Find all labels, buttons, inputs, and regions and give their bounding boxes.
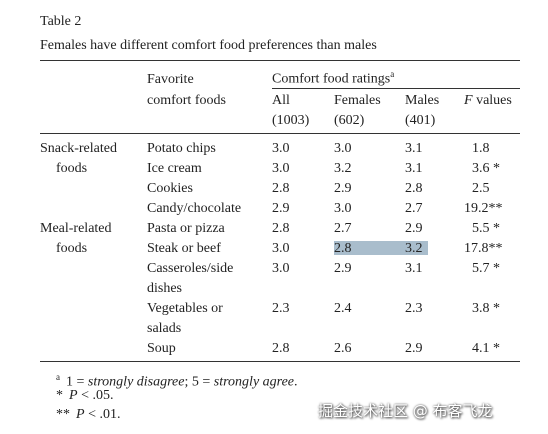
cell: 19.2** [464, 201, 503, 216]
footnote-mark: a [56, 372, 60, 382]
column-header: Comfort food ratingsa [272, 65, 394, 89]
footnote: * P < .05. [56, 387, 113, 405]
footnote-text: ; 5 = [184, 374, 214, 390]
watermark: 掘金技术社区 @ 布客飞龙 [318, 402, 493, 420]
cell: 2.8 [272, 181, 290, 196]
cell: 3.0 [272, 141, 290, 156]
footnote-text: strongly disagree [87, 374, 185, 390]
food-name: Steak or beef [147, 241, 221, 256]
column-header: (1003) [272, 113, 310, 128]
cell: 2.8 [272, 341, 290, 356]
cell: 2.9 [272, 201, 290, 216]
table-title: Table 2 [40, 14, 82, 29]
food-name: Candy/chocolate [147, 201, 242, 216]
column-header: All [272, 93, 290, 108]
food-name: Potato chips [147, 141, 216, 156]
column-header: Favorite [147, 72, 194, 87]
footnote-text: < .01. [84, 407, 121, 422]
food-name: dishes [147, 281, 182, 296]
cell: 2.8 [405, 181, 423, 196]
bottom-rule [40, 361, 520, 362]
cell: 2.3 [272, 301, 290, 316]
cell: 4.1 * [472, 341, 500, 356]
cell: 2.9 [405, 221, 423, 236]
table-subtitle: Females have different comfort food pref… [40, 38, 377, 53]
cell: 2.7 [405, 201, 423, 216]
cell: 3.0 [272, 241, 290, 256]
food-name: Soup [147, 341, 176, 356]
group-label: foods [56, 241, 88, 256]
cell: 3.0 [334, 201, 352, 216]
group-label: Snack-related [40, 141, 117, 156]
cell: 3.0 [272, 261, 290, 276]
cell: 3.1 [405, 141, 423, 156]
cell: 3.0 [334, 141, 352, 156]
italic: F [464, 93, 473, 108]
footnote-text: 1 = [66, 374, 88, 390]
footnote: ** P < .01. [56, 406, 120, 424]
column-header: comfort foods [147, 93, 226, 108]
food-name: Cookies [147, 181, 193, 196]
highlight [334, 241, 428, 255]
cell: 2.8 [272, 221, 290, 236]
cell: 2.7 [334, 221, 352, 236]
cell: 3.8 * [472, 301, 500, 316]
header-wrap: Comfort food ratings [272, 71, 391, 87]
food-name: salads [147, 321, 182, 336]
food-name: Casseroles/side [147, 261, 234, 276]
column-header: F values [464, 93, 512, 108]
cell: 3.1 [405, 261, 423, 276]
food-name: Vegetables or [147, 301, 223, 316]
column-header: (602) [334, 113, 365, 128]
column-header: (401) [405, 113, 436, 128]
cell: 2.8 [334, 241, 352, 256]
footnote-text: strongly agree [213, 374, 295, 390]
cell: 3.0 [272, 161, 290, 176]
cell: 2.6 [334, 341, 352, 356]
footnote-mark: a [390, 69, 395, 79]
cell: 2.4 [334, 301, 352, 316]
cell: 2.9 [334, 261, 352, 276]
cell: 2.3 [405, 301, 423, 316]
footnote-mark: * [56, 388, 63, 403]
footnote-text: . [294, 374, 298, 390]
column-header: Females [334, 93, 381, 108]
cell: 2.5 [472, 181, 490, 196]
group-label: Meal-related [40, 221, 112, 236]
footnote-mark: ** [56, 407, 70, 422]
top-rule [40, 60, 520, 61]
ratings-rule [272, 88, 520, 89]
cell: 3.1 [405, 161, 423, 176]
header-rule [40, 133, 520, 134]
cell: 5.5 * [472, 221, 500, 236]
cell: 3.2 [334, 161, 352, 176]
cell: 3.6 * [472, 161, 500, 176]
column-header: Males [405, 93, 440, 108]
footnote: a 1 = strongly disagree; 5 = strongly agr… [56, 368, 298, 392]
food-name: Ice cream [147, 161, 202, 176]
cell: 2.9 [334, 181, 352, 196]
footnote-text: P [69, 388, 78, 403]
group-label: foods [56, 161, 88, 176]
food-name: Pasta or pizza [147, 221, 225, 236]
cell: 1.8 [472, 141, 490, 156]
cell: 17.8** [464, 241, 503, 256]
cell: 3.2 [405, 241, 423, 256]
footnote-text: P [76, 407, 85, 422]
cell: 2.9 [405, 341, 423, 356]
footnote-text: < .05. [77, 388, 114, 403]
cell: 5.7 * [472, 261, 500, 276]
